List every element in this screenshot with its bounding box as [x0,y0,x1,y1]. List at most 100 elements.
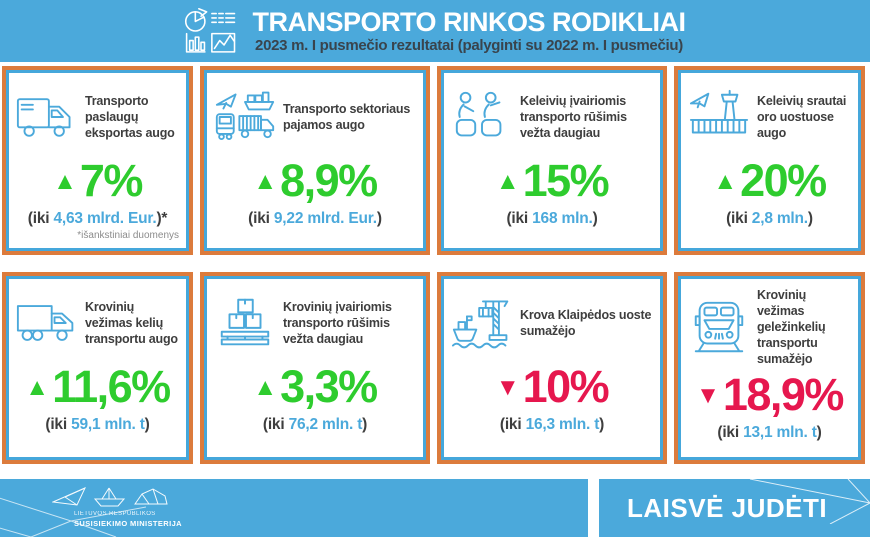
percent-line: ▲7% [53,155,144,206]
indicator-value: (iki 9,22 mlrd. Eur.) [248,210,382,228]
indicator-title: Krova Klaipėdos uoste sumažėjo [520,308,652,338]
percent-value: 10% [522,361,610,412]
trend-down-icon: ▼ [696,382,720,409]
indicator-title: Keleivių įvairiomis transporto rūšimis v… [520,94,627,140]
ministry-logo: LIETUVOS RESPUBLIKOS SUSISIEKIMO MINISTE… [52,486,182,528]
trend-up-icon: ▲ [53,168,77,195]
slogan-footer: LAISVĖ JUDĖTI [599,479,870,537]
preliminary-data-note: *išankstiniai duomenys [77,230,179,242]
value-prefix: (iki [726,210,752,228]
value-number: 4,63 mlrd. Eur. [53,210,157,228]
indicator-title: Transporto sektoriaus pajamos augo [283,102,411,132]
seated-passengers-icon [451,88,513,146]
indicator-value: (iki 13,1 mln. t) [717,424,821,442]
semi-truck-icon [16,294,78,352]
indicator-title: Krovinių įvairiomis transporto rūšimis v… [283,300,392,346]
value-number: 59,1 mln. t [71,416,145,434]
indicator-value: (iki 168 mln.) [506,210,597,228]
percent-value: 15% [522,155,610,206]
indicator-card-klaipeda-port: Krova Klaipėdos uoste sumažėjo ▼10% (iki… [437,272,667,464]
value-suffix: ) [592,210,598,228]
percent-line: ▲11,6% [25,361,171,412]
footer: LIETUVOS RESPUBLIKOS SUSISIEKIMO MINISTE… [0,479,870,537]
value-suffix: ) [144,416,150,434]
charts-icon [184,7,238,55]
value-number: 76,2 mln. t [288,416,363,434]
paper-boat-icon [93,487,126,507]
value-number: 13,1 mln. t [743,424,817,442]
value-prefix: (iki [45,416,72,434]
value-prefix: (iki [262,416,289,434]
trend-up-icon: ▲ [713,168,738,195]
indicator-card-rail-freight: Krovinių vežimas geležinkelių transportu… [674,272,865,464]
slogan-text: LAISVĖ JUDĖTI [627,492,828,523]
value-number: 2,8 mln. [751,210,808,228]
percent-value: 18,9% [722,369,845,420]
indicators-area: Transporto paslaugų eksportas augo ▲7% (… [0,62,870,464]
indicator-card-road-freight: Krovinių vežimas kelių transportu augo ▲… [2,272,193,464]
page-subtitle: 2023 m. I pusmečio rezultatai (palyginti… [255,36,683,54]
value-number: 9,22 mlrd. Eur. [273,210,377,228]
paper-plane-icon [52,487,86,506]
trend-up-icon: ▲ [253,374,278,401]
value-prefix: (iki [27,210,54,228]
origami-logos [52,486,182,508]
header-text: TRANSPORTO RINKOS RODIKLIAI 2023 m. I pu… [252,7,686,54]
value-suffix: ) [362,416,368,434]
value-number: 16,3 mln. t [525,416,600,434]
percent-value: 11,6% [52,361,171,412]
percent-line: ▲3,3% [253,361,378,412]
indicator-card-passengers-all-modes: Keleivių įvairiomis transporto rūšimis v… [437,66,667,255]
percent-line: ▼10% [495,361,610,412]
ministry-footer: LIETUVOS RESPUBLIKOS SUSISIEKIMO MINISTE… [0,479,588,537]
value-suffix: ) [807,210,813,228]
percent-line: ▲8,9% [253,155,378,206]
percent-line: ▲15% [495,155,610,206]
page-title: TRANSPORTO RINKOS RODIKLIAI [252,7,686,38]
value-prefix: (iki [506,210,533,228]
delivery-truck-icon [16,88,78,146]
paper-car-icon [134,488,168,505]
indicator-value: (iki 16,3 mln. t) [500,416,604,434]
indicator-card-sector-income: Transporto sektoriaus pajamos augo ▲8,9%… [200,66,430,255]
trend-down-icon: ▼ [495,374,520,401]
value-prefix: (iki [717,424,744,442]
indicator-title: Transporto paslaugų eksportas augo [85,94,175,140]
cargo-pallet-icon [214,294,276,352]
value-suffix: )* [156,210,168,228]
indicator-card-transport-services-export: Transporto paslaugų eksportas augo ▲7% (… [2,66,193,255]
port-crane-icon [451,294,513,352]
percent-value: 20% [740,155,827,206]
indicator-title: Krovinių vežimas geležinkelių transportu… [757,288,826,366]
multimodal-transport-icon [214,88,276,146]
percent-value: 8,9% [280,155,378,206]
value-prefix: (iki [499,416,526,434]
indicator-title: Keleivių srautai oro uostuose augo [757,94,847,140]
indicator-value: (iki 76,2 mln. t) [263,416,367,434]
trend-up-icon: ▲ [495,168,520,195]
airport-icon [688,88,750,146]
percent-line: ▲20% [713,155,827,206]
indicator-value: (iki 2,8 mln.) [726,210,813,228]
value-suffix: ) [816,424,822,442]
value-prefix: (iki [248,210,274,228]
ministry-name-line2: SUSISIEKIMO MINISTERIJA [74,518,182,528]
trend-up-icon: ▲ [25,374,50,401]
indicator-title: Krovinių vežimas kelių transportu augo [85,300,178,346]
indicator-value: (iki 59,1 mln. t) [45,416,149,434]
percent-value: 7% [79,155,144,206]
indicator-value: (iki 4,63 mlrd. Eur.)* [27,210,168,228]
percent-value: 3,3% [280,361,378,412]
trend-up-icon: ▲ [253,168,278,195]
value-suffix: ) [376,210,382,228]
train-front-icon [688,298,750,356]
percent-line: ▼18,9% [696,369,845,420]
indicator-card-freight-all-modes: Krovinių įvairiomis transporto rūšimis v… [200,272,430,464]
ministry-name: LIETUVOS RESPUBLIKOS SUSISIEKIMO MINISTE… [52,511,182,528]
value-suffix: ) [599,416,605,434]
indicator-card-airport-passengers: Keleivių srautai oro uostuose augo ▲20% … [674,66,865,255]
value-number: 168 mln. [532,210,593,228]
header: TRANSPORTO RINKOS RODIKLIAI 2023 m. I pu… [0,0,870,62]
indicators-grid: Transporto paslaugų eksportas augo ▲7% (… [2,66,868,464]
